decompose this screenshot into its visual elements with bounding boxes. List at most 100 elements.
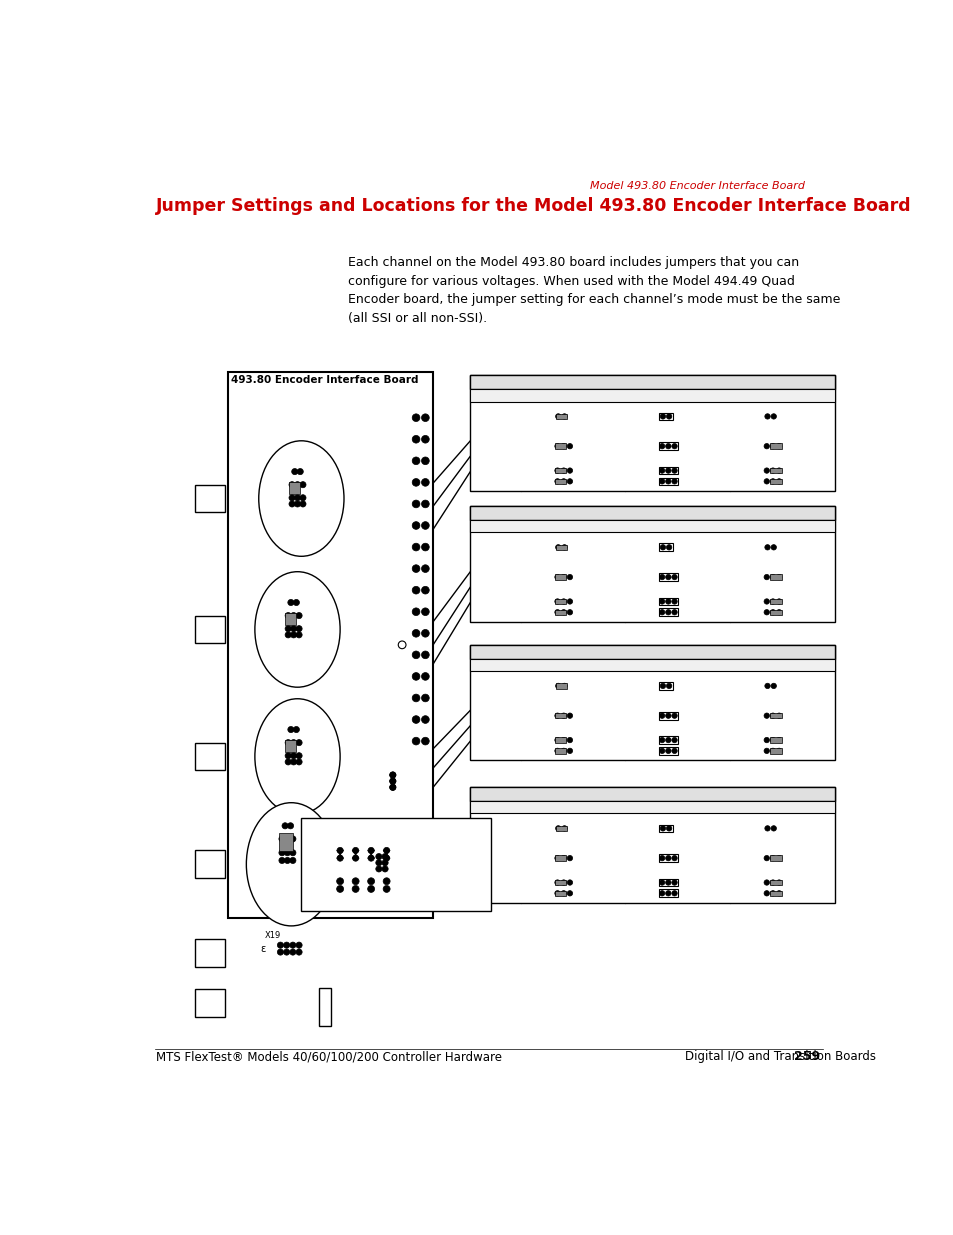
Bar <box>769 856 781 861</box>
Circle shape <box>776 610 781 615</box>
Circle shape <box>285 626 291 632</box>
Circle shape <box>295 942 302 948</box>
Circle shape <box>555 856 559 861</box>
Bar <box>555 574 566 579</box>
Bar <box>470 802 834 814</box>
Circle shape <box>666 683 671 689</box>
Circle shape <box>383 878 390 884</box>
Bar <box>769 479 781 484</box>
Circle shape <box>555 414 560 419</box>
Circle shape <box>659 414 665 419</box>
Text: MTS FlexTest® Models 40/60/100/200 Controller Hardware: MTS FlexTest® Models 40/60/100/200 Contr… <box>155 1050 501 1063</box>
Bar <box>555 737 566 742</box>
Text: Power: Power <box>472 606 499 616</box>
Text: = SSI Device: = SSI Device <box>411 850 478 860</box>
Circle shape <box>555 468 559 473</box>
Circle shape <box>763 574 769 579</box>
Bar <box>195 939 224 967</box>
Circle shape <box>336 847 343 853</box>
Text: J5 Pin 1: J5 Pin 1 <box>472 737 505 747</box>
Circle shape <box>671 574 677 579</box>
Circle shape <box>555 574 559 579</box>
Circle shape <box>412 673 419 680</box>
Circle shape <box>390 772 395 778</box>
Circle shape <box>776 443 781 448</box>
Text: -15 Vdc: -15 Vdc <box>472 829 507 837</box>
Circle shape <box>671 748 677 753</box>
Text: = Non-SSI Device: = Non-SSI Device <box>411 881 502 890</box>
Text: X18: X18 <box>784 888 803 898</box>
Circle shape <box>421 694 429 701</box>
Circle shape <box>659 890 664 897</box>
Circle shape <box>665 610 670 615</box>
Ellipse shape <box>246 803 335 926</box>
Text: X14: X14 <box>308 761 324 771</box>
Text: X11: X11 <box>778 680 797 690</box>
Text: X12: X12 <box>303 739 321 747</box>
Circle shape <box>289 482 294 488</box>
Circle shape <box>412 694 419 701</box>
Circle shape <box>293 599 299 605</box>
Circle shape <box>560 713 566 719</box>
Circle shape <box>375 866 381 872</box>
Circle shape <box>555 545 560 550</box>
Bar <box>555 599 566 604</box>
Circle shape <box>412 630 419 637</box>
Circle shape <box>769 737 775 742</box>
Bar <box>228 372 433 918</box>
Circle shape <box>560 890 566 897</box>
Circle shape <box>277 942 283 948</box>
Circle shape <box>659 443 664 448</box>
Text: 5 Vdc: 5 Vdc <box>764 659 799 669</box>
Circle shape <box>352 885 358 893</box>
Bar <box>195 615 224 643</box>
Circle shape <box>560 443 566 448</box>
Circle shape <box>555 826 560 831</box>
Text: X5: X5 <box>312 496 323 505</box>
Circle shape <box>561 826 567 831</box>
Circle shape <box>412 521 419 530</box>
Circle shape <box>295 740 302 746</box>
Circle shape <box>561 683 567 689</box>
Text: X18: X18 <box>296 856 313 864</box>
Circle shape <box>665 748 670 753</box>
Circle shape <box>764 545 769 550</box>
Circle shape <box>296 468 303 474</box>
Text: X19: X19 <box>265 931 281 940</box>
Text: J6: J6 <box>203 858 216 871</box>
Circle shape <box>659 479 664 484</box>
Bar <box>555 748 566 753</box>
Text: X7: X7 <box>569 542 581 552</box>
Text: X10: X10 <box>680 608 699 618</box>
Circle shape <box>555 599 559 604</box>
Circle shape <box>555 737 559 742</box>
Circle shape <box>769 890 775 897</box>
Text: J3 Pin 5: J3 Pin 5 <box>472 438 505 447</box>
Text: X15: X15 <box>296 821 313 830</box>
Text: X9: X9 <box>576 597 588 606</box>
Bar <box>659 412 672 420</box>
Bar <box>470 375 834 490</box>
Ellipse shape <box>258 441 344 556</box>
Circle shape <box>295 752 302 758</box>
Text: X8: X8 <box>784 572 798 582</box>
Bar <box>470 645 834 658</box>
Circle shape <box>769 574 775 579</box>
Circle shape <box>560 479 566 484</box>
Circle shape <box>295 948 302 955</box>
Circle shape <box>671 468 677 473</box>
Circle shape <box>665 599 670 604</box>
Circle shape <box>390 778 395 784</box>
Bar <box>195 851 224 878</box>
Bar <box>658 889 678 897</box>
Circle shape <box>567 479 572 484</box>
Bar <box>289 482 299 494</box>
Circle shape <box>671 443 677 448</box>
Text: Ground: Ground <box>472 858 505 867</box>
Text: +/-15 Vdc: +/-15 Vdc <box>647 390 707 400</box>
Circle shape <box>421 500 429 508</box>
Circle shape <box>770 826 776 831</box>
Text: X13: X13 <box>784 735 803 745</box>
Circle shape <box>412 414 419 421</box>
Circle shape <box>665 479 670 484</box>
